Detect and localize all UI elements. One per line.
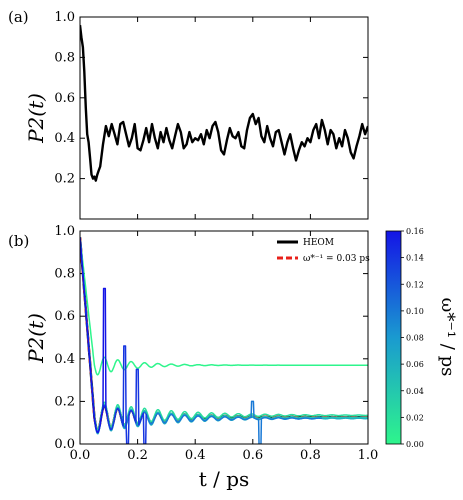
x-tick-label: 1.0 — [358, 448, 379, 463]
legend-heom-label: HEOM — [303, 238, 334, 248]
colorbar-gradient — [385, 230, 402, 445]
panel-a-ticks: 0.2 0.4 0.6 0.8 1.0 — [54, 10, 369, 219]
x-tick-label: 0.8 — [300, 448, 321, 463]
x-tick-label: 0.4 — [185, 448, 206, 463]
legend-omega-label: ω*⁻¹ = 0.03 ps — [303, 254, 370, 264]
colorbar-tick-label: 0.10 — [406, 307, 424, 316]
panel-a-y-tick-label: 0.8 — [54, 50, 75, 65]
colorbar-tick-label: 0.06 — [406, 360, 424, 369]
x-tick-label: 0.2 — [127, 448, 148, 463]
panel-a-y-tick-label: 1.0 — [54, 10, 75, 25]
panel-a-y-tick-label: 0.4 — [54, 131, 75, 146]
panel-b-y-tick-label: 0.4 — [54, 352, 75, 367]
panel-b-series-line-7 — [80, 237, 147, 444]
panel-b-series-line-2 — [80, 237, 368, 376]
panel-b-y-axis-label: P2(t) — [24, 313, 48, 364]
panel-a-y-tick-label: 0.2 — [54, 172, 75, 187]
colorbar: 0.00 0.02 0.04 0.06 0.08 0.10 0.12 0.14 0.16 ω*⁻… — [385, 227, 458, 449]
colorbar-ticks: 0.00 0.02 0.04 0.06 0.08 0.10 0.12 0.14 0.16 — [401, 227, 424, 449]
panel-a-y-tick-label: 0.6 — [54, 91, 75, 106]
colorbar-tick-label: 0.14 — [406, 254, 424, 263]
colorbar-tick-label: 0.16 — [406, 227, 424, 236]
panel-b-series — [80, 237, 368, 444]
x-tick-label: 0.6 — [242, 448, 263, 463]
panel-b-label: (b) — [8, 232, 29, 250]
panel-b-series-line-8 — [80, 237, 108, 434]
colorbar-tick-label: 0.00 — [406, 440, 424, 449]
panel-b: (b) P2(t) 0.0 0.2 0.4 0.6 0.8 1.0 0.0 0.2 0.4 0.6… — [8, 224, 378, 463]
legend: HEOM ω*⁻¹ = 0.03 ps — [277, 238, 370, 264]
panel-b-y-tick-label: 0.6 — [54, 309, 75, 324]
colorbar-tick-label: 0.12 — [406, 280, 424, 289]
colorbar-tick-label: 0.02 — [406, 413, 424, 422]
panel-b-y-tick-label: 0.8 — [54, 267, 75, 282]
panel-a-series-line-0 — [80, 24, 368, 182]
panel-b-y-tick-label: 0.0 — [54, 437, 75, 452]
panel-b-y-tick-label: 1.0 — [54, 224, 75, 239]
colorbar-tick-label: 0.04 — [406, 387, 424, 396]
panel-a-frame — [79, 16, 369, 220]
panel-b-y-tick-label: 0.2 — [54, 394, 75, 409]
panel-a: (a) P2(t) 0.2 0.4 0.6 0.8 1.0 — [8, 8, 369, 220]
colorbar-label: ω*⁻¹ / ps — [437, 298, 458, 377]
colorbar-tick-label: 0.08 — [406, 334, 424, 343]
x-tick-label: 0.0 — [70, 448, 91, 463]
panel-b-frame — [79, 230, 369, 445]
panel-a-label: (a) — [8, 8, 29, 26]
x-axis-label: t / ps — [199, 467, 250, 491]
panel-a-series — [80, 24, 368, 182]
panel-a-y-axis-label: P2(t) — [24, 93, 48, 144]
